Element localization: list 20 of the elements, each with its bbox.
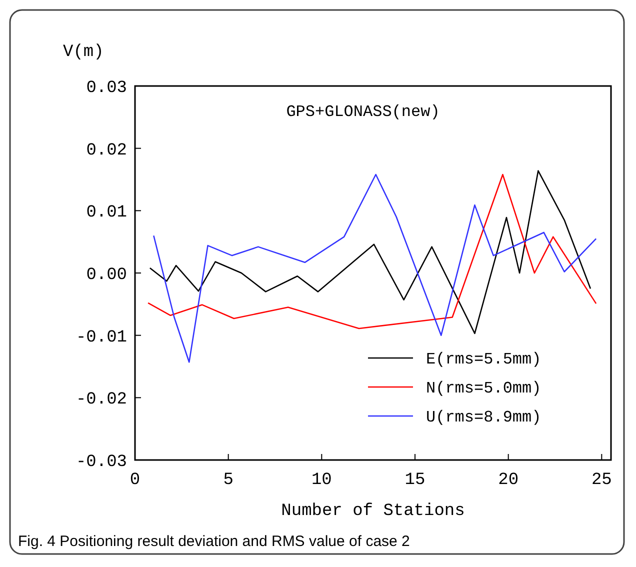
x-tick-label: 15 [404, 471, 426, 490]
text: GPS+GLONASS(new) [286, 103, 440, 121]
caption: Fig. 4 Positioning result deviation and RMS value of case 2 [18, 533, 410, 550]
x-axis-title: Number of Stations [281, 502, 465, 521]
y-tick-label: -0.03 [76, 452, 127, 472]
legend-label: E(rms=5.5mm) [426, 350, 542, 369]
y-tick-label: 0.01 [86, 204, 127, 223]
x-tick-label: 20 [498, 471, 519, 490]
x-tick-label: 5 [223, 471, 234, 490]
y-tick-label: -0.01 [76, 328, 127, 348]
y-axis-title: V(m) [63, 43, 104, 62]
x-tick-label: 10 [311, 471, 332, 490]
y-tick-label: 0.00 [86, 266, 127, 285]
legend-label: N(rms=5.0mm) [426, 380, 542, 398]
y-tick-label: 0.03 [86, 78, 127, 98]
y-tick-label: -0.02 [76, 390, 127, 410]
y-tick-label: 0.02 [86, 141, 127, 160]
x-tick-label: 25 [591, 471, 612, 490]
legend-label: U(rms=8.9mm) [426, 408, 542, 427]
x-tick-label: 0 [130, 471, 140, 490]
